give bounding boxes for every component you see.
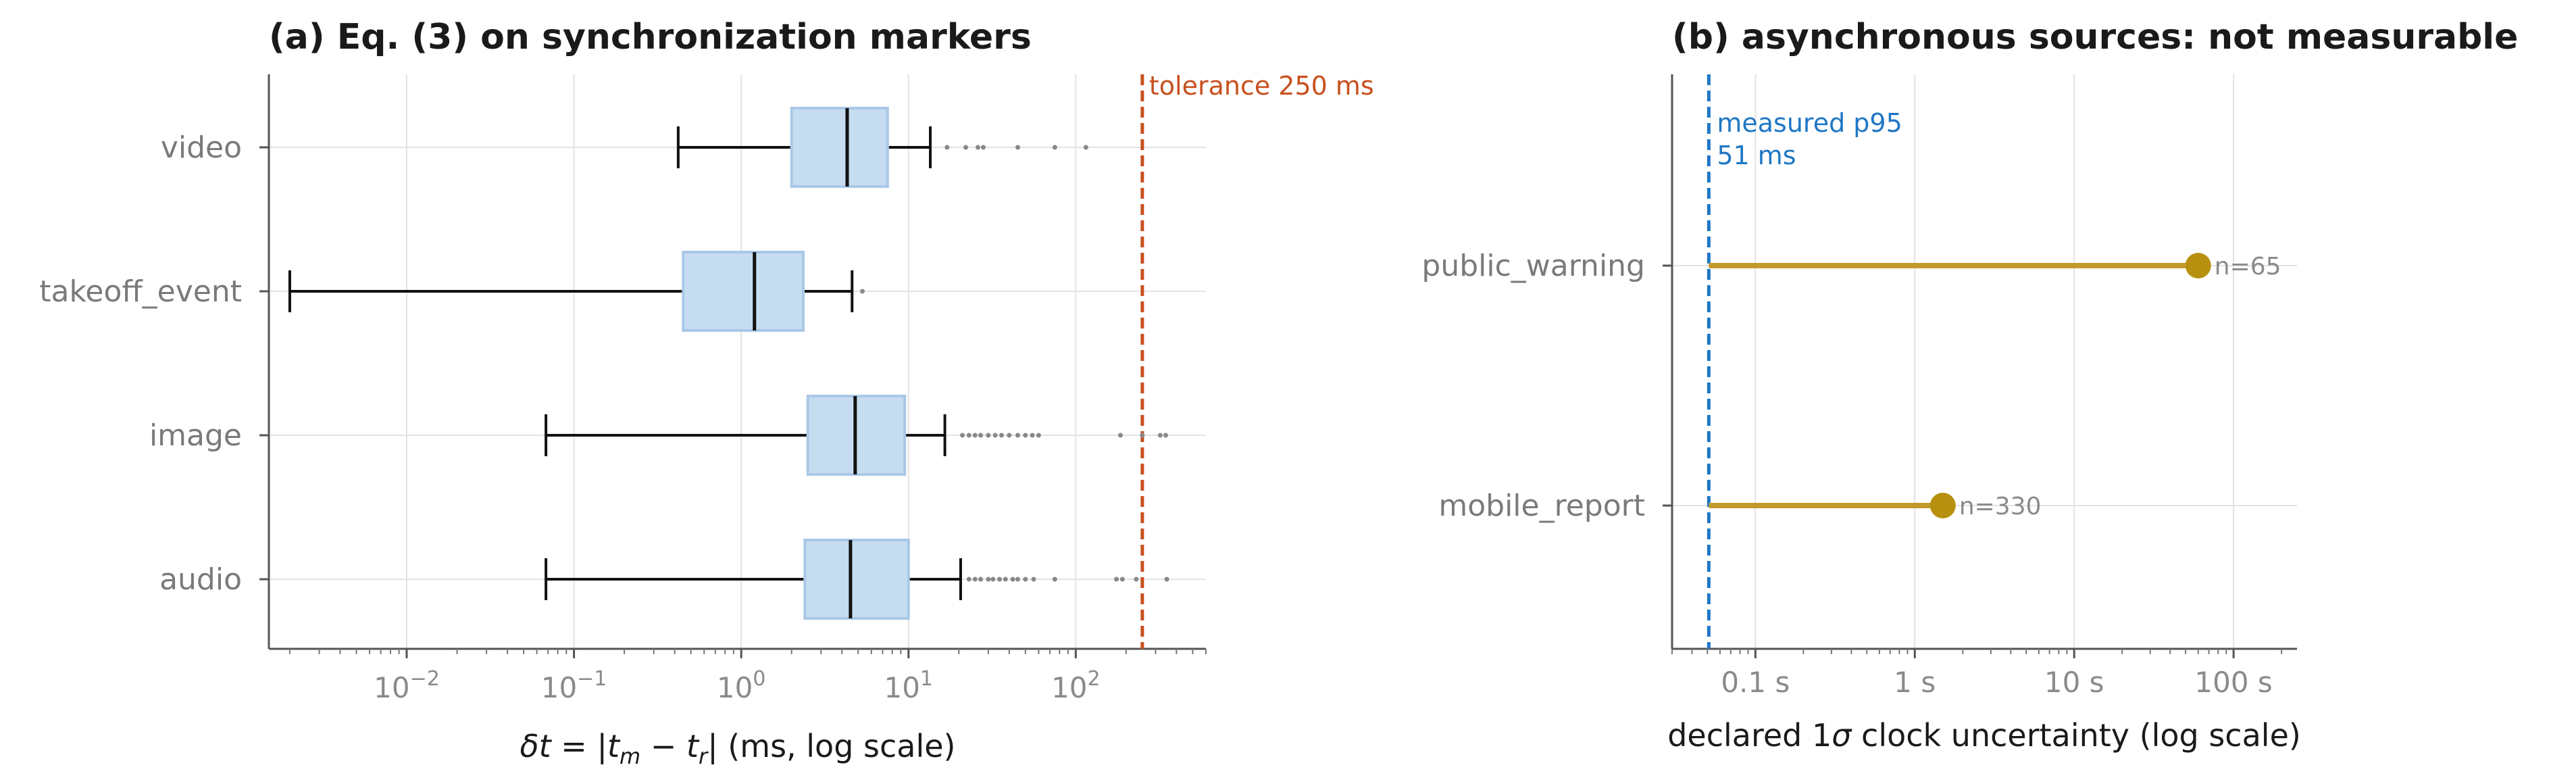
outlier-point xyxy=(986,577,991,582)
outlier-point xyxy=(978,577,984,582)
panel-a-boxes xyxy=(288,107,1169,620)
panel-b-axes xyxy=(1671,74,2297,650)
panel-b-series: n=65 n=330 xyxy=(1709,253,2281,520)
value-dot xyxy=(1929,493,1956,518)
outlier-point xyxy=(1015,577,1020,582)
outlier-point xyxy=(960,433,965,438)
x-tick-label: 102 xyxy=(1051,667,1101,704)
panel-b: (b) asynchronous sources: not measurable… xyxy=(1421,17,2518,754)
x-tick-label: 10−2 xyxy=(374,667,440,704)
outlier-point xyxy=(859,289,865,294)
x-tick-label: 10 s xyxy=(2044,666,2104,699)
box-iqr xyxy=(790,107,889,188)
outlier-point xyxy=(1036,433,1041,438)
outlier-point xyxy=(975,145,980,150)
category-label-video: video xyxy=(161,130,242,165)
category-label-audio: audio xyxy=(159,562,242,597)
outlier-point xyxy=(966,433,971,438)
outlier-point xyxy=(1119,577,1125,582)
outlier-point xyxy=(1163,433,1168,438)
outlier-point xyxy=(1140,433,1145,438)
outlier-point xyxy=(1052,577,1057,582)
outlier-point xyxy=(1114,577,1119,582)
outlier-point xyxy=(1023,577,1028,582)
panel-b-category-labels: public_warning mobile_report xyxy=(1421,249,1672,523)
outlier-point xyxy=(1010,577,1015,582)
x-tick-label: 100 xyxy=(717,667,766,704)
panel-b-measured-line-group: measured p95 51 ms xyxy=(1707,74,1902,649)
box-image xyxy=(545,395,1168,476)
tolerance-label: tolerance 250 ms xyxy=(1149,71,1374,101)
box-iqr xyxy=(682,251,805,332)
n-label: n=330 xyxy=(1959,493,2042,520)
outlier-point xyxy=(996,577,1002,582)
outlier-point xyxy=(1023,433,1028,438)
series-mobile_report: n=330 xyxy=(1709,493,2042,520)
outlier-point xyxy=(1157,433,1163,438)
outlier-point xyxy=(986,433,991,438)
panel-b-x-ticks: 0.1 s 1 s 10 s 100 s xyxy=(1671,649,2283,699)
outlier-point xyxy=(1164,577,1169,582)
outlier-point xyxy=(963,145,969,150)
x-tick-label: 0.1 s xyxy=(1721,666,1790,699)
category-label-mobile_report: mobile_report xyxy=(1438,489,1645,523)
value-dot xyxy=(2185,253,2211,278)
outlier-point xyxy=(1015,145,1020,150)
category-label-takeoff_event: takeoff_event xyxy=(39,274,242,309)
panel-a-x-axis-label: δt = |tm − tr| (ms, log scale) xyxy=(520,728,955,769)
outlier-point xyxy=(1030,433,1035,438)
outlier-point xyxy=(1031,577,1036,582)
outlier-point xyxy=(1134,577,1139,582)
measured-p95-label: measured p95 xyxy=(1717,108,1902,138)
x-tick-label: 10−1 xyxy=(541,667,607,704)
n-label: n=65 xyxy=(2215,253,2281,280)
panel-a-grid xyxy=(269,74,1206,649)
outlier-point xyxy=(1083,145,1088,150)
panel-a-tolerance-line-group: tolerance 250 ms xyxy=(1140,71,1374,649)
outlier-point xyxy=(978,433,984,438)
outlier-point xyxy=(1007,433,1012,438)
outlier-point xyxy=(990,577,996,582)
box-takeoff_event xyxy=(288,251,865,332)
category-label-public_warning: public_warning xyxy=(1421,249,1645,283)
panel-b-x-axis-label: declared 1σ clock uncertainty (log scale… xyxy=(1667,717,2301,754)
box-iqr xyxy=(803,539,910,620)
x-tick-label: 100 s xyxy=(2194,666,2272,699)
box-video xyxy=(676,107,1088,188)
panel-a-title: (a) Eq. (3) on synchronization markers xyxy=(269,17,1032,57)
outlier-point xyxy=(966,577,971,582)
outlier-point xyxy=(992,433,998,438)
box-audio xyxy=(545,539,1169,620)
measured-p95-label: 51 ms xyxy=(1717,141,1796,170)
panel-a: (a) Eq. (3) on synchronization markers t… xyxy=(39,17,1373,769)
category-label-image: image xyxy=(149,418,242,453)
outlier-point xyxy=(1117,433,1123,438)
series-public_warning: n=65 xyxy=(1709,253,2281,280)
x-tick-label: 1 s xyxy=(1894,666,1936,699)
outlier-point xyxy=(999,433,1004,438)
panel-a-axes xyxy=(268,74,1206,650)
outlier-point xyxy=(972,577,978,582)
outlier-point xyxy=(1015,433,1020,438)
outlier-point xyxy=(972,433,978,438)
panel-b-title: (b) asynchronous sources: not measurable xyxy=(1672,17,2518,57)
panel-a-x-ticks: 10−2 10−1 100 101 102 xyxy=(288,649,1207,704)
outlier-point xyxy=(944,145,950,150)
outlier-point xyxy=(1003,577,1008,582)
outlier-point xyxy=(1052,145,1057,150)
outlier-point xyxy=(980,145,986,150)
x-tick-label: 101 xyxy=(884,667,933,704)
